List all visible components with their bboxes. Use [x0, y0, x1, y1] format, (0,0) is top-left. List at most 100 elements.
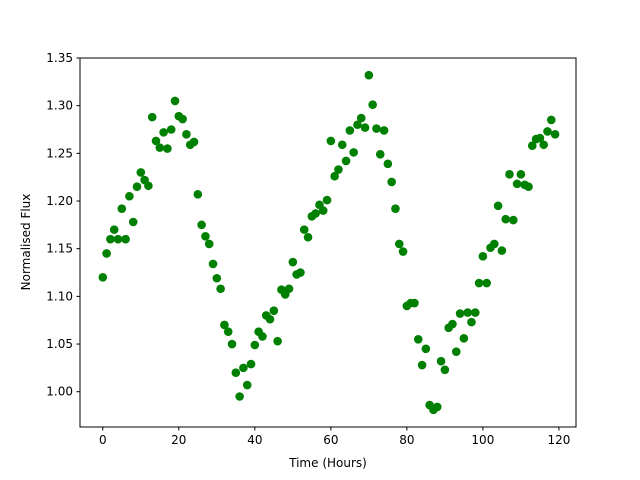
- point: [125, 191, 134, 201]
- point: [330, 171, 339, 181]
- y-tick-label: 1.10: [46, 289, 73, 303]
- point: [398, 247, 408, 256]
- point: [303, 232, 313, 242]
- x-tick-label: 100: [471, 433, 494, 447]
- point: [273, 336, 282, 346]
- point: [204, 239, 214, 249]
- point: [227, 339, 237, 349]
- point: [117, 204, 127, 213]
- point: [239, 363, 248, 373]
- point: [451, 347, 461, 356]
- point: [98, 273, 108, 282]
- point: [394, 239, 404, 249]
- point: [311, 209, 320, 218]
- point: [326, 136, 336, 146]
- point: [410, 298, 419, 308]
- x-tick-label: 40: [247, 433, 262, 447]
- point: [372, 124, 381, 133]
- point: [220, 320, 229, 330]
- y-tick-label: 1.30: [46, 99, 73, 113]
- point: [201, 232, 210, 241]
- point: [208, 259, 218, 269]
- point: [189, 137, 199, 147]
- point: [527, 141, 537, 151]
- y-tick-label: 1.05: [46, 337, 73, 351]
- plot-frame: [79, 57, 577, 428]
- point: [482, 278, 491, 288]
- point: [132, 182, 142, 192]
- point: [296, 268, 305, 277]
- x-axis-label: Time (Hours): [288, 456, 367, 470]
- y-axis-label: Normalised Flux: [19, 194, 33, 291]
- point: [170, 96, 180, 106]
- point: [497, 246, 507, 255]
- point: [546, 115, 556, 125]
- point: [235, 392, 244, 401]
- y-tick-label: 1.00: [46, 385, 73, 399]
- point: [383, 159, 393, 169]
- point: [356, 113, 366, 123]
- point: [288, 257, 298, 267]
- point: [550, 129, 560, 139]
- point: [417, 360, 427, 370]
- x-tick-label: 60: [323, 433, 338, 447]
- point: [463, 308, 472, 317]
- point: [524, 182, 533, 192]
- x-tick-label: 80: [399, 433, 414, 447]
- point: [516, 170, 526, 179]
- point: [459, 334, 469, 343]
- point: [505, 170, 514, 179]
- point: [436, 356, 446, 366]
- point: [379, 126, 389, 135]
- point: [455, 309, 465, 318]
- y-tick-label: 1.25: [46, 146, 73, 160]
- point: [216, 284, 225, 294]
- point: [360, 123, 370, 132]
- point: [474, 278, 484, 288]
- point: [102, 249, 111, 258]
- point: [269, 306, 279, 315]
- x-tick-label: 120: [547, 433, 570, 447]
- point: [121, 234, 130, 244]
- point: [318, 206, 328, 215]
- point: [543, 127, 552, 136]
- point: [212, 273, 222, 283]
- point: [535, 133, 545, 143]
- y-tick-label: 1.20: [46, 194, 73, 208]
- point: [128, 217, 138, 227]
- point: [258, 332, 267, 341]
- point: [353, 120, 362, 130]
- point: [539, 140, 548, 150]
- point: [166, 125, 176, 134]
- point: [242, 380, 252, 390]
- point: [489, 239, 499, 249]
- point: [246, 359, 256, 369]
- point: [178, 114, 187, 124]
- point: [265, 314, 275, 324]
- point: [364, 70, 374, 80]
- point: [144, 181, 153, 191]
- point: [467, 317, 476, 327]
- point: [159, 128, 168, 137]
- point: [151, 136, 161, 146]
- y-tick-label: 1.35: [46, 51, 73, 65]
- point: [349, 148, 358, 157]
- x-tick-label: 20: [171, 433, 186, 447]
- point: [440, 365, 450, 375]
- point: [250, 340, 260, 350]
- point: [334, 165, 343, 174]
- point: [432, 402, 442, 412]
- point: [197, 220, 206, 230]
- point: [512, 179, 522, 189]
- point: [413, 334, 423, 344]
- point: [448, 319, 457, 329]
- point: [368, 100, 377, 110]
- point: [421, 344, 431, 354]
- point: [147, 112, 157, 122]
- point: [299, 225, 309, 234]
- point: [106, 234, 115, 244]
- point: [508, 215, 518, 225]
- point: [478, 252, 488, 261]
- point: [182, 129, 191, 139]
